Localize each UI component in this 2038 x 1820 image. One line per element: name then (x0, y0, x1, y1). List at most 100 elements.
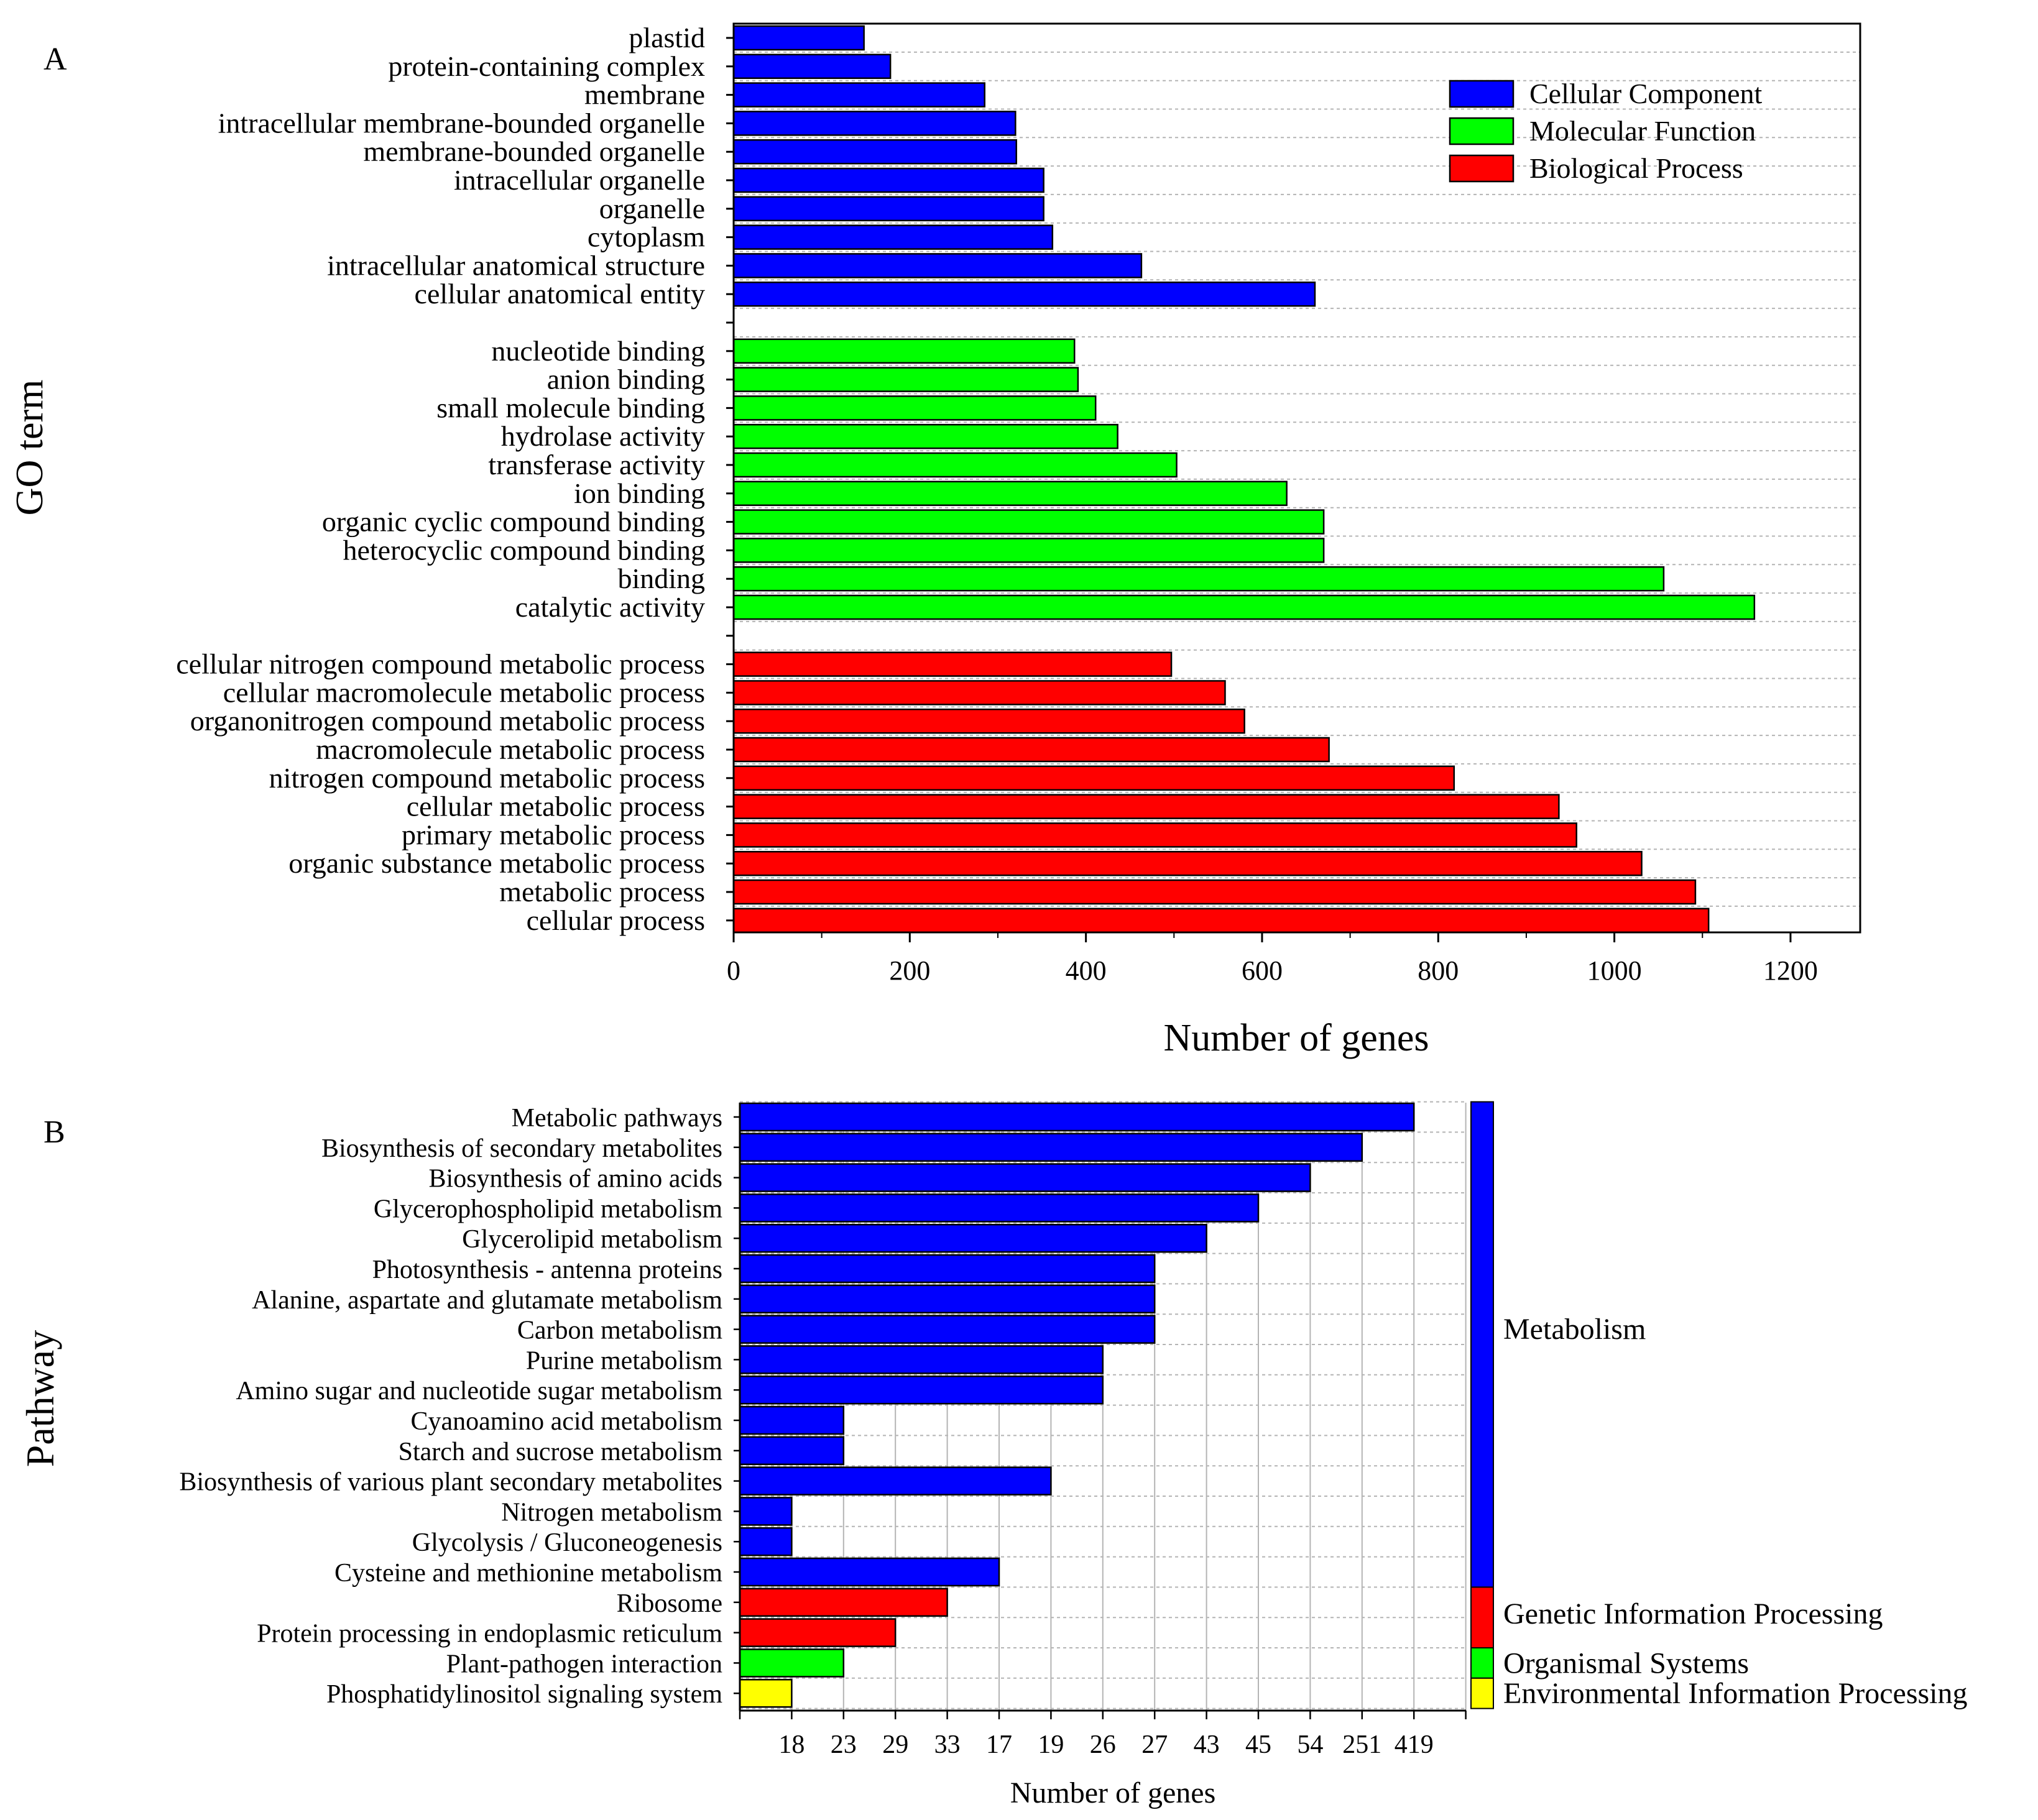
bar (732, 423, 1118, 449)
legend-label: Biological Process (1529, 152, 1743, 184)
class-label: Genetic Information Processing (1503, 1597, 1883, 1630)
category-label: transferase activity (488, 449, 705, 480)
pathway-label: Protein processing in endoplasmic reticu… (257, 1620, 722, 1648)
bar (732, 651, 1173, 677)
bar (732, 53, 892, 80)
category-label: anion binding (547, 364, 705, 395)
x-tick-label: 54 (1297, 1730, 1323, 1759)
legend-swatch (1449, 154, 1515, 183)
panel-a-label: A (44, 42, 67, 77)
panel-b-label: B (44, 1115, 65, 1150)
bar (739, 1678, 793, 1708)
pathway-label: Nitrogen metabolism (501, 1498, 722, 1527)
y-axis-title: Pathway (18, 1330, 62, 1467)
x-tick-label: 18 (778, 1730, 805, 1759)
x-tick-label: 251 (1342, 1730, 1381, 1759)
bar (732, 452, 1178, 478)
bar (739, 1618, 897, 1647)
category-label: macromolecule metabolic process (316, 733, 705, 765)
pathway-label: Metabolic pathways (512, 1104, 722, 1133)
bar (732, 794, 1560, 819)
category-label: cellular anatomical entity (415, 278, 705, 310)
category-label: metabolic process (499, 876, 705, 908)
pathway-label: Glycolysis / Gluconeogenesis (412, 1528, 722, 1557)
pathway-label: Purine metabolism (526, 1346, 722, 1375)
bar (732, 82, 985, 108)
bar (732, 395, 1097, 421)
category-label: primary metabolic process (402, 819, 705, 850)
category-label: hydrolase activity (501, 420, 705, 452)
bar (739, 1345, 1104, 1374)
x-tick-label: 17 (986, 1730, 1012, 1759)
pathway-label: Glycerophospholipid metabolism (374, 1195, 722, 1223)
category-label: membrane (584, 79, 705, 111)
x-tick-label: 419 (1395, 1730, 1434, 1759)
category-label: cellular macromolecule metabolic process (223, 676, 705, 708)
category-label: small molecule binding (436, 392, 705, 423)
bar (732, 765, 1455, 791)
x-tick-label: 1200 (1763, 955, 1818, 986)
bar (732, 167, 1044, 193)
bar (739, 1254, 1156, 1284)
x-tick-label: 19 (1038, 1730, 1064, 1759)
bar (732, 367, 1079, 392)
x-tick-label: 43 (1194, 1730, 1220, 1759)
bar (739, 1588, 948, 1617)
bar (739, 1557, 1000, 1587)
bar (732, 908, 1710, 934)
category-label: membrane-bounded organelle (363, 136, 705, 167)
pathway-label: Cyanoamino acid metabolism (410, 1407, 722, 1436)
x-tick-label: 1000 (1587, 955, 1642, 986)
pathway-label: Ribosome (617, 1589, 722, 1618)
pathway-label: Carbon metabolism (517, 1317, 722, 1345)
category-label: organelle (599, 193, 705, 224)
bar (739, 1315, 1156, 1344)
category-label: organic cyclic compound binding (322, 506, 705, 538)
bar (732, 708, 1245, 734)
legend-swatch (1449, 80, 1515, 108)
category-label: binding (617, 563, 705, 594)
bar (739, 1497, 793, 1526)
x-tick-label: 33 (934, 1730, 961, 1759)
x-tick-label: 200 (889, 955, 930, 986)
category-label: plastid (629, 22, 705, 53)
pathway-label: Plant-pathogen interaction (446, 1650, 722, 1678)
category-label: cytoplasm (588, 221, 705, 253)
bar (732, 538, 1325, 563)
bar (732, 111, 1017, 136)
legend-swatch (1449, 117, 1515, 145)
pathway-label: Amino sugar and nucleotide sugar metabol… (236, 1377, 722, 1405)
pathway-label: Biosynthesis of secondary metabolites (321, 1134, 722, 1163)
category-label: nitrogen compound metabolic process (269, 762, 705, 794)
bar (732, 480, 1288, 507)
plot-frame (732, 22, 1861, 934)
bar (732, 281, 1316, 307)
bar (732, 566, 1665, 592)
x-axis-title: Number of genes (1010, 1776, 1216, 1809)
pathway-label: Biosynthesis of various plant secondary … (179, 1468, 722, 1497)
class-label: Organismal Systems (1503, 1647, 1749, 1680)
x-tick-label: 600 (1242, 955, 1283, 986)
pathway-label: Photosynthesis - antenna proteins (372, 1256, 722, 1284)
bar (732, 196, 1044, 222)
pathway-label: Glycerolipid metabolism (462, 1225, 722, 1254)
x-tick-label: 27 (1141, 1730, 1168, 1759)
bar (732, 822, 1577, 848)
pathway-label: Cysteine and methionine metabolism (334, 1559, 722, 1588)
bar (739, 1193, 1260, 1223)
class-strip (1470, 1677, 1494, 1709)
bar (739, 1405, 845, 1435)
x-tick-label: 23 (831, 1730, 857, 1759)
category-label: nucleotide binding (491, 335, 705, 367)
y-axis-title: GO term (9, 380, 51, 516)
category-label: cellular metabolic process (407, 791, 705, 822)
x-tick-label: 26 (1090, 1730, 1116, 1759)
class-label: Environmental Information Processing (1503, 1677, 1968, 1710)
bar (732, 850, 1643, 876)
category-label: intracellular organelle (454, 164, 705, 196)
category-label: intracellular anatomical structure (327, 249, 705, 281)
bar (732, 253, 1143, 278)
category-label: protein-containing complex (388, 50, 705, 82)
